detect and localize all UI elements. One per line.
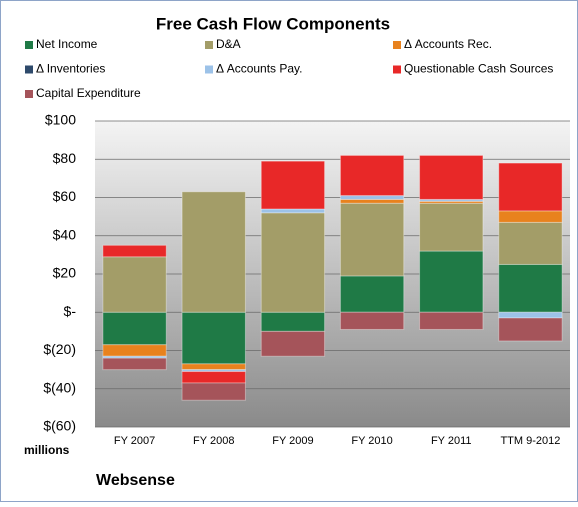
y-tick-label: $100 xyxy=(45,112,76,128)
x-tick-label: TTM 9-2012 xyxy=(500,435,560,447)
bar-segment xyxy=(102,344,167,357)
bar-segment xyxy=(339,154,405,197)
y-tick-label: $40 xyxy=(53,226,77,242)
bar-segment xyxy=(339,311,405,330)
bar-segment xyxy=(419,311,484,330)
y-tick-label: $80 xyxy=(53,150,77,166)
y-tick-label: $20 xyxy=(53,265,77,281)
x-tick-label: FY 2008 xyxy=(193,435,234,447)
legend-label: Net Income xyxy=(36,37,98,51)
bar-segment xyxy=(498,221,563,265)
y-axis-label: millions xyxy=(24,443,70,457)
legend-label: Questionable Cash Sources xyxy=(404,62,553,76)
legend-swatch xyxy=(205,41,213,49)
y-tick-label: $(20) xyxy=(43,341,76,357)
bar-segment xyxy=(102,244,167,258)
legend-swatch xyxy=(205,65,213,74)
legend-swatch xyxy=(393,65,401,74)
legend-swatch xyxy=(25,65,33,74)
legend-swatch xyxy=(25,90,33,98)
bar-segment xyxy=(102,256,167,313)
x-tick-label: FY 2011 xyxy=(431,435,472,447)
bar-segment xyxy=(498,263,563,313)
legend-label: Δ Accounts Pay. xyxy=(216,62,303,76)
legend-label: Δ Accounts Rec. xyxy=(404,37,492,51)
bar-segment xyxy=(498,311,563,319)
bar-segment xyxy=(260,160,326,210)
bar-segment xyxy=(181,311,246,365)
bar-segment xyxy=(419,154,484,200)
annotation: Websense xyxy=(96,472,175,489)
y-tick-label: $(40) xyxy=(43,379,76,395)
bar-segment xyxy=(181,382,246,401)
legend-label: Δ Inventories xyxy=(36,62,105,76)
bar-segment xyxy=(181,363,246,371)
bar-segment xyxy=(498,210,563,223)
bar-segment xyxy=(419,202,484,252)
bar-segment xyxy=(498,162,563,212)
bar-segment xyxy=(260,212,326,313)
chart-title: Free Cash Flow Components xyxy=(156,14,390,33)
bar-segment xyxy=(181,371,246,384)
bar-segment xyxy=(102,311,167,346)
legend-swatch xyxy=(25,41,33,49)
legend-swatch xyxy=(393,41,401,49)
bar-segment xyxy=(102,357,167,371)
y-tick-label: $60 xyxy=(53,188,77,204)
x-tick-label: FY 2009 xyxy=(272,435,313,447)
bar-segment xyxy=(339,275,405,313)
bar-segment xyxy=(260,330,326,357)
y-tick-label: $(60) xyxy=(43,418,76,434)
bar-segment xyxy=(181,191,246,313)
x-tick-label: FY 2007 xyxy=(114,435,155,447)
bar-segment xyxy=(260,311,326,332)
legend-label: D&A xyxy=(216,37,241,51)
x-tick-label: FY 2010 xyxy=(351,435,392,447)
legend-label: Capital Expenditure xyxy=(36,86,141,100)
bar-segment xyxy=(339,195,405,200)
y-tick-label: $- xyxy=(64,303,77,319)
bar-segment xyxy=(339,202,405,277)
bar-segment xyxy=(419,250,484,313)
bar-segment xyxy=(498,317,563,342)
bar-segment xyxy=(339,198,405,204)
bar-segment xyxy=(260,208,326,214)
